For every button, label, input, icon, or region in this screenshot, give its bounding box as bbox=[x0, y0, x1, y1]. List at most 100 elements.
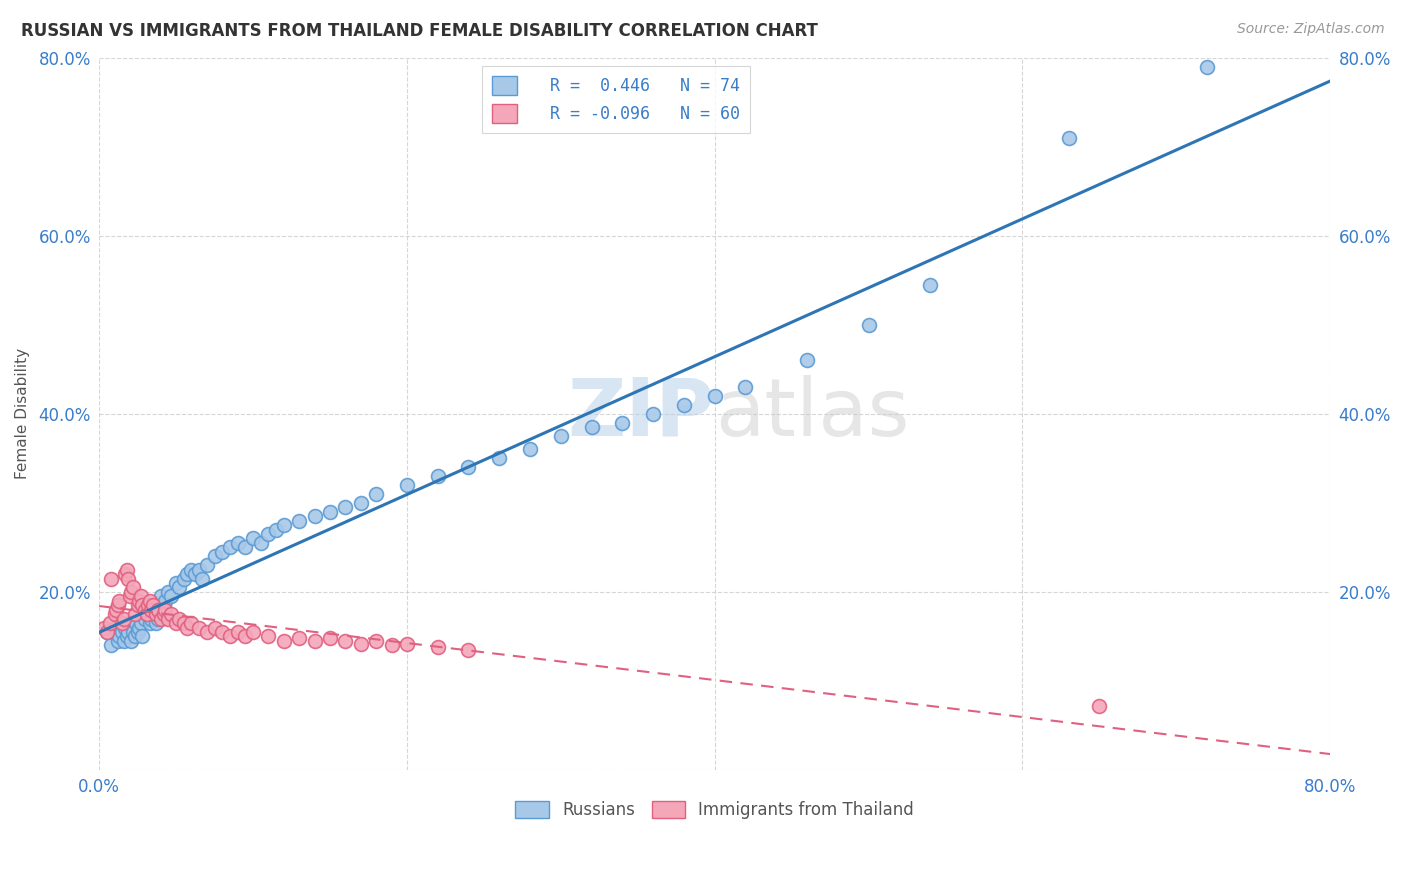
Point bbox=[129, 590, 152, 604]
Point bbox=[176, 621, 198, 635]
Point bbox=[129, 616, 152, 631]
Point bbox=[124, 629, 146, 643]
Point bbox=[157, 612, 180, 626]
Point bbox=[235, 541, 257, 555]
Point bbox=[155, 594, 177, 608]
Point bbox=[734, 380, 756, 394]
Point bbox=[183, 567, 205, 582]
Point bbox=[146, 612, 169, 626]
Point bbox=[165, 576, 187, 591]
Point bbox=[920, 277, 942, 292]
Point bbox=[105, 603, 128, 617]
Point bbox=[134, 603, 156, 617]
Legend: Russians, Immigrants from Thailand: Russians, Immigrants from Thailand bbox=[509, 794, 921, 826]
Point bbox=[108, 629, 131, 643]
Point bbox=[188, 563, 211, 577]
Point bbox=[195, 625, 218, 640]
Point bbox=[128, 594, 150, 608]
Point bbox=[335, 500, 357, 515]
Point bbox=[395, 636, 418, 650]
Point bbox=[242, 625, 264, 640]
Point bbox=[145, 616, 167, 631]
Point bbox=[380, 638, 402, 652]
Point bbox=[165, 616, 187, 631]
Point bbox=[131, 629, 153, 643]
Point bbox=[96, 625, 118, 640]
Point bbox=[114, 567, 136, 582]
Point bbox=[288, 631, 311, 645]
Point bbox=[1057, 131, 1080, 145]
Point bbox=[118, 590, 141, 604]
Point bbox=[858, 318, 880, 332]
Point bbox=[643, 407, 665, 421]
Point bbox=[488, 451, 510, 466]
Point bbox=[107, 633, 129, 648]
Point bbox=[143, 607, 166, 622]
Point bbox=[167, 612, 190, 626]
Point bbox=[139, 594, 162, 608]
Text: atlas: atlas bbox=[714, 375, 910, 453]
Point bbox=[257, 629, 280, 643]
Point bbox=[288, 514, 311, 528]
Point bbox=[366, 633, 388, 648]
Point bbox=[103, 607, 125, 622]
Point bbox=[111, 616, 134, 631]
Point bbox=[672, 398, 695, 412]
Point bbox=[127, 625, 149, 640]
Point bbox=[176, 567, 198, 582]
Point bbox=[457, 460, 479, 475]
Point bbox=[1197, 60, 1219, 74]
Point bbox=[426, 469, 449, 483]
Point bbox=[127, 599, 149, 613]
Y-axis label: Female Disability: Female Disability bbox=[15, 348, 30, 479]
Text: Source: ZipAtlas.com: Source: ZipAtlas.com bbox=[1237, 22, 1385, 37]
Point bbox=[1088, 698, 1111, 713]
Point bbox=[242, 532, 264, 546]
Point bbox=[188, 621, 211, 635]
Point bbox=[149, 590, 172, 604]
Point bbox=[152, 599, 174, 613]
Point bbox=[96, 625, 118, 640]
Point bbox=[98, 616, 121, 631]
Point bbox=[115, 629, 138, 643]
Text: ZIP: ZIP bbox=[568, 375, 714, 453]
Point bbox=[173, 572, 195, 586]
Point bbox=[135, 607, 157, 622]
Point bbox=[138, 599, 160, 613]
Point bbox=[612, 416, 634, 430]
Point bbox=[335, 633, 357, 648]
Point bbox=[114, 621, 136, 635]
Point bbox=[173, 616, 195, 631]
Point bbox=[115, 563, 138, 577]
Point bbox=[149, 612, 172, 626]
Point bbox=[122, 625, 145, 640]
Point bbox=[257, 527, 280, 541]
Point bbox=[121, 585, 143, 599]
Point bbox=[211, 625, 233, 640]
Point bbox=[249, 536, 271, 550]
Point bbox=[191, 572, 214, 586]
Point bbox=[117, 625, 139, 640]
Point bbox=[195, 558, 218, 573]
Point bbox=[134, 612, 156, 626]
Point bbox=[273, 633, 295, 648]
Point bbox=[219, 541, 242, 555]
Point bbox=[350, 496, 373, 510]
Point bbox=[139, 616, 162, 631]
Point bbox=[581, 420, 603, 434]
Point bbox=[226, 625, 249, 640]
Point bbox=[304, 509, 326, 524]
Point bbox=[350, 636, 373, 650]
Point bbox=[111, 625, 134, 640]
Point bbox=[112, 633, 135, 648]
Point bbox=[703, 389, 725, 403]
Point bbox=[319, 505, 342, 519]
Point bbox=[204, 549, 226, 564]
Point bbox=[100, 572, 122, 586]
Point bbox=[118, 616, 141, 631]
Point bbox=[304, 633, 326, 648]
Point bbox=[142, 599, 165, 613]
Point bbox=[128, 621, 150, 635]
Point bbox=[180, 563, 202, 577]
Point bbox=[426, 640, 449, 654]
